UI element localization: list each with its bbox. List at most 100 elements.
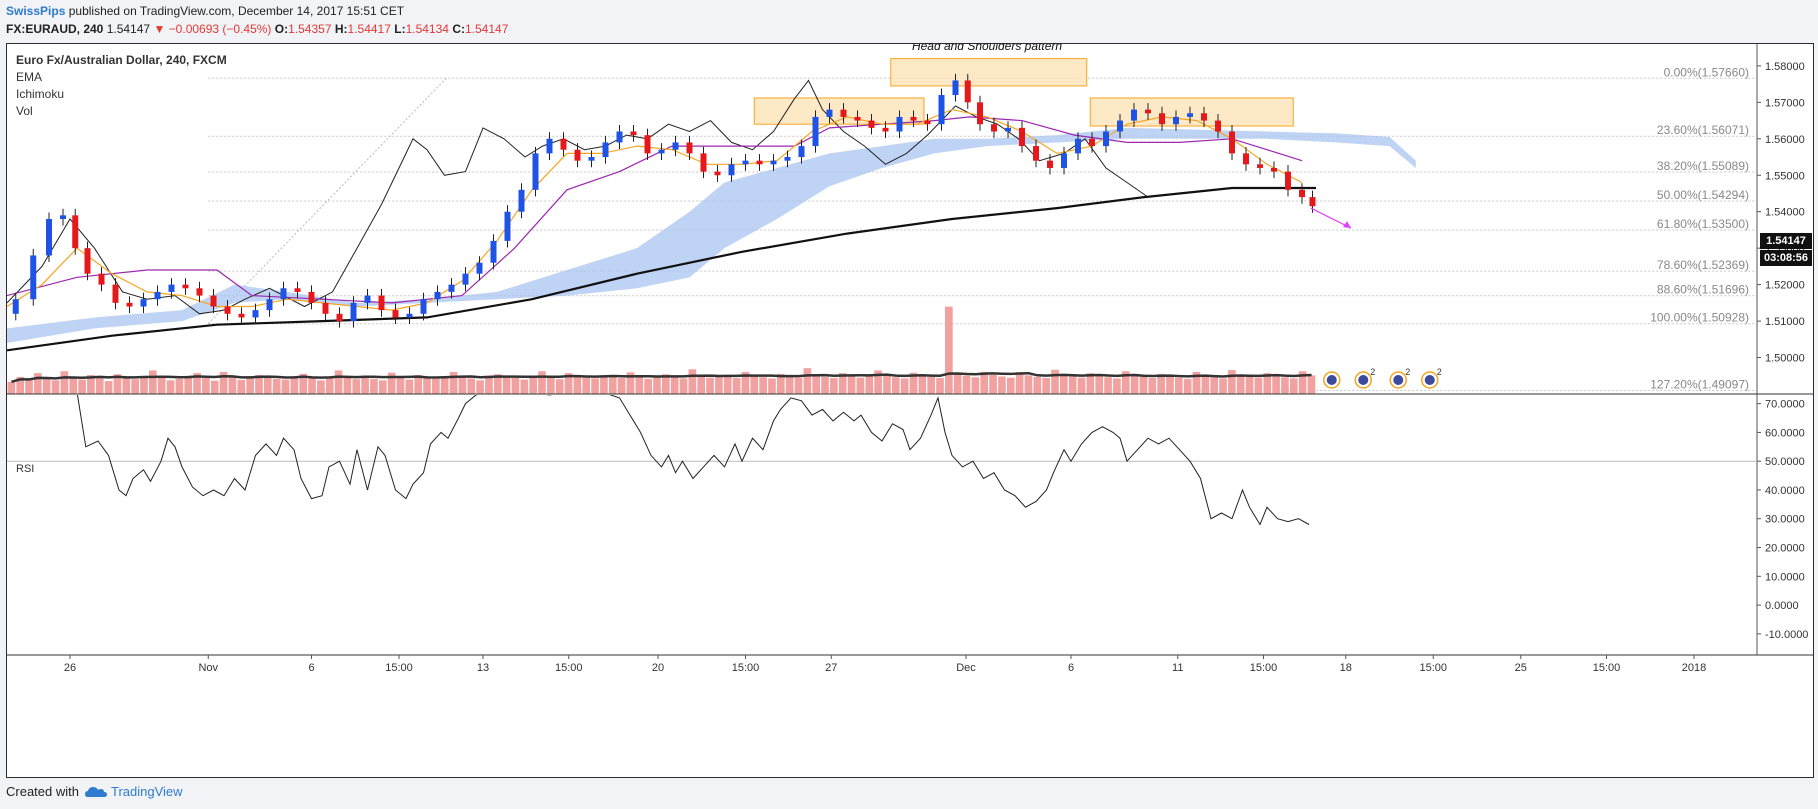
- volume-bar: [776, 373, 785, 394]
- volume-bar: [1281, 377, 1289, 394]
- volume-bar: [325, 377, 334, 394]
- volume-bar: [688, 369, 697, 394]
- ichimoku-tenkan-line: [7, 108, 1303, 311]
- volume-bar: [255, 375, 263, 394]
- candle-body: [392, 310, 399, 318]
- candle-body: [868, 120, 875, 128]
- event-icon-inner: [1393, 375, 1404, 385]
- candle-body: [546, 138, 553, 154]
- candle-body: [742, 160, 749, 165]
- ichimoku-lagging-line: [7, 79, 1149, 315]
- volume-bar: [237, 379, 246, 394]
- fib-label: 0.00%(1.57660): [1664, 65, 1749, 79]
- volume-bar: [184, 375, 193, 394]
- price-tick-label: 1.56000: [1765, 134, 1805, 146]
- fib-label: 23.60%(1.56071): [1657, 123, 1749, 137]
- legend-indicator-vol[interactable]: Vol: [16, 104, 33, 118]
- volume-bar: [476, 380, 484, 394]
- volume-bar: [555, 379, 564, 394]
- chart-container[interactable]: 0.00%(1.57660) 23.60%(1.56071) 38.20%(1.55…: [6, 43, 1814, 778]
- volume-bar: [1068, 376, 1077, 394]
- tradingview-link[interactable]: TradingView: [84, 784, 183, 799]
- candle-body: [672, 142, 679, 150]
- volume-bar: [1051, 369, 1059, 394]
- volume-bar: [317, 380, 325, 394]
- volume-bar: [626, 372, 635, 394]
- volume-bar: [715, 375, 723, 394]
- volume-bar: [502, 376, 511, 394]
- legend-indicator-ema[interactable]: EMA: [16, 70, 43, 84]
- volume-bar: [1192, 371, 1201, 394]
- volume-bar: [78, 379, 86, 394]
- volume-bar: [157, 377, 166, 394]
- fib-label: 78.60%(1.52369): [1657, 258, 1749, 272]
- volume-bar: [644, 378, 652, 394]
- ohlc-line: FX:EURAUD, 240 1.54147 ▼ −0.00693 (−0.45…: [6, 22, 508, 36]
- time-tick-label: 15:00: [1250, 662, 1278, 674]
- candle-body: [574, 149, 581, 161]
- volume-bar: [299, 373, 308, 394]
- candle-body: [1187, 113, 1193, 117]
- volume-bar: [891, 377, 900, 394]
- candle-body: [1159, 113, 1165, 125]
- legend-symbol-title[interactable]: Euro Fx/Australian Dollar, 240, FXCM: [16, 53, 227, 67]
- volume-bar: [1236, 375, 1245, 394]
- left-shoulder-box: [753, 97, 925, 125]
- fib-label: 50.00%(1.54294): [1657, 188, 1749, 202]
- volume-bar: [343, 376, 352, 394]
- candle-body: [154, 291, 161, 300]
- legend-indicator-ichimoku[interactable]: Ichimoku: [16, 87, 65, 101]
- volume-bar: [883, 375, 891, 394]
- volume-bar: [706, 377, 714, 394]
- volume-bar: [591, 378, 599, 394]
- volume-bar: [1245, 376, 1254, 394]
- candle-body: [1033, 146, 1039, 161]
- volume-bar: [449, 371, 458, 394]
- volume-bar: [1166, 376, 1174, 394]
- candle-body: [1309, 197, 1316, 207]
- volume-bar: [998, 376, 1006, 394]
- volume-bar: [662, 374, 670, 394]
- candle-body: [588, 157, 595, 161]
- volume-bar: [759, 377, 767, 394]
- time-tick-label: 15:00: [1419, 662, 1447, 674]
- volume-bar: [1024, 375, 1033, 394]
- candle-body: [798, 146, 805, 158]
- time-tick-label: 20: [652, 662, 664, 674]
- time-tick-label: 15:00: [555, 662, 583, 674]
- candle-body: [1047, 160, 1053, 168]
- volume-bar: [723, 376, 732, 394]
- volume-bar: [1298, 371, 1307, 394]
- candle-body: [658, 149, 665, 154]
- close-value: 1.54147: [464, 22, 509, 36]
- time-tick-label: 15:00: [385, 662, 413, 674]
- candle-body: [840, 109, 847, 117]
- candle-body: [602, 142, 609, 158]
- rsi-tick-label: 10.0000: [1765, 571, 1805, 583]
- candle-body: [322, 302, 329, 314]
- volume-bar: [1139, 376, 1148, 394]
- volume-bar: [945, 306, 953, 394]
- rsi-title[interactable]: RSI: [16, 463, 35, 475]
- candle-body: [462, 273, 469, 285]
- time-tick-label: 18: [1340, 662, 1352, 674]
- chart-canvas[interactable]: 0.00%(1.57660) 23.60%(1.56071) 38.20%(1.55…: [7, 44, 1813, 777]
- volume-bar: [830, 378, 838, 394]
- volume-bar: [290, 376, 299, 394]
- author-link[interactable]: SwissPips: [6, 4, 66, 18]
- volume-bar: [193, 373, 201, 394]
- volume-bar: [1148, 378, 1157, 394]
- volume-bar: [361, 375, 369, 394]
- volume-bar: [732, 378, 741, 394]
- volume-bar: [653, 375, 661, 394]
- time-tick-label: 15:00: [1593, 662, 1621, 674]
- candle-body: [991, 124, 997, 132]
- event-count: 2: [1405, 367, 1410, 377]
- volume-bar: [281, 379, 290, 394]
- candle-body: [350, 302, 357, 322]
- volume-bar: [989, 375, 997, 394]
- candle-body: [308, 291, 315, 303]
- volume-bar: [378, 380, 387, 394]
- last-price: 1.54147: [106, 22, 151, 36]
- target-arrow: [1310, 207, 1352, 229]
